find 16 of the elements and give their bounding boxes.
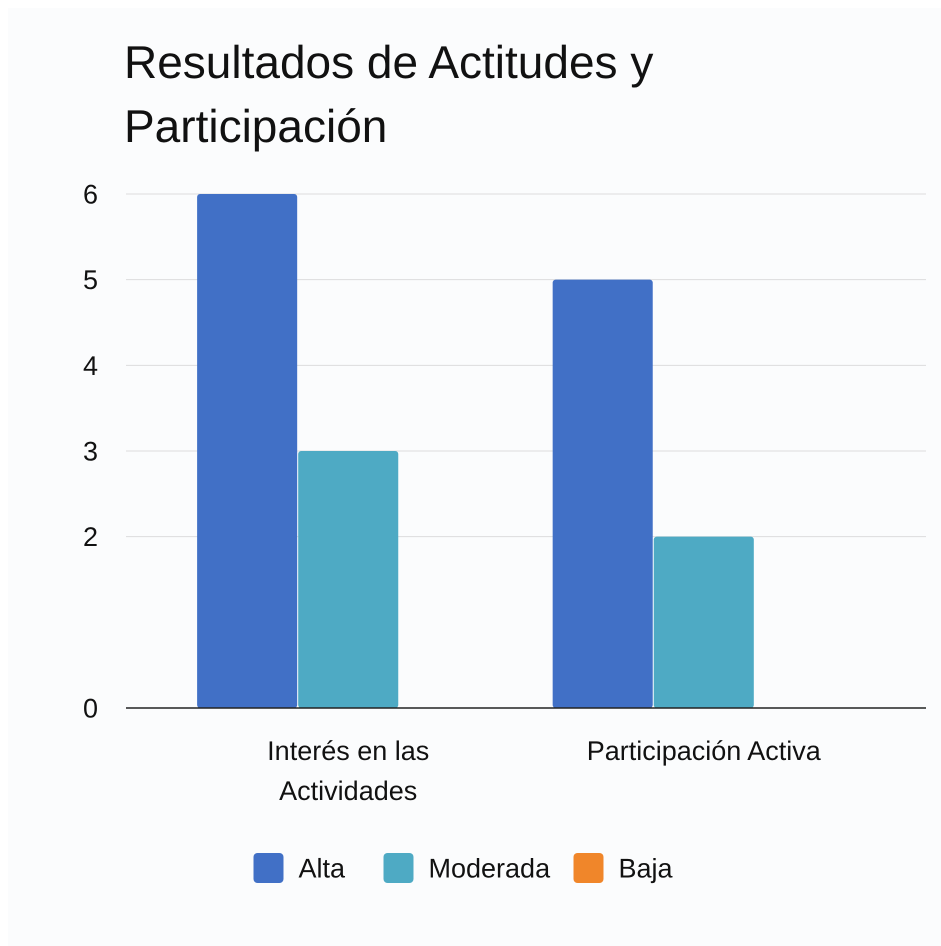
legend-label: Moderada [428, 853, 552, 884]
bar [654, 536, 754, 708]
y-tick-label: 4 [82, 350, 98, 381]
y-tick-label: 6 [82, 179, 98, 210]
y-tick-label: 5 [82, 265, 98, 296]
x-tick-label: Interés en las Actividades [267, 736, 430, 806]
legend-label: Baja [618, 853, 674, 884]
y-tick-label: 3 [82, 436, 98, 466]
bar [552, 280, 653, 708]
legend-label: Alta [298, 853, 346, 884]
y-tick-label: 2 [82, 522, 98, 552]
bar [298, 451, 398, 708]
chart-title: Resultados de Actitudes y Participación [124, 36, 654, 152]
bar [197, 194, 298, 708]
y-tick-label: 0 [82, 693, 98, 724]
x-tick-label: Participación Activa [586, 736, 822, 766]
